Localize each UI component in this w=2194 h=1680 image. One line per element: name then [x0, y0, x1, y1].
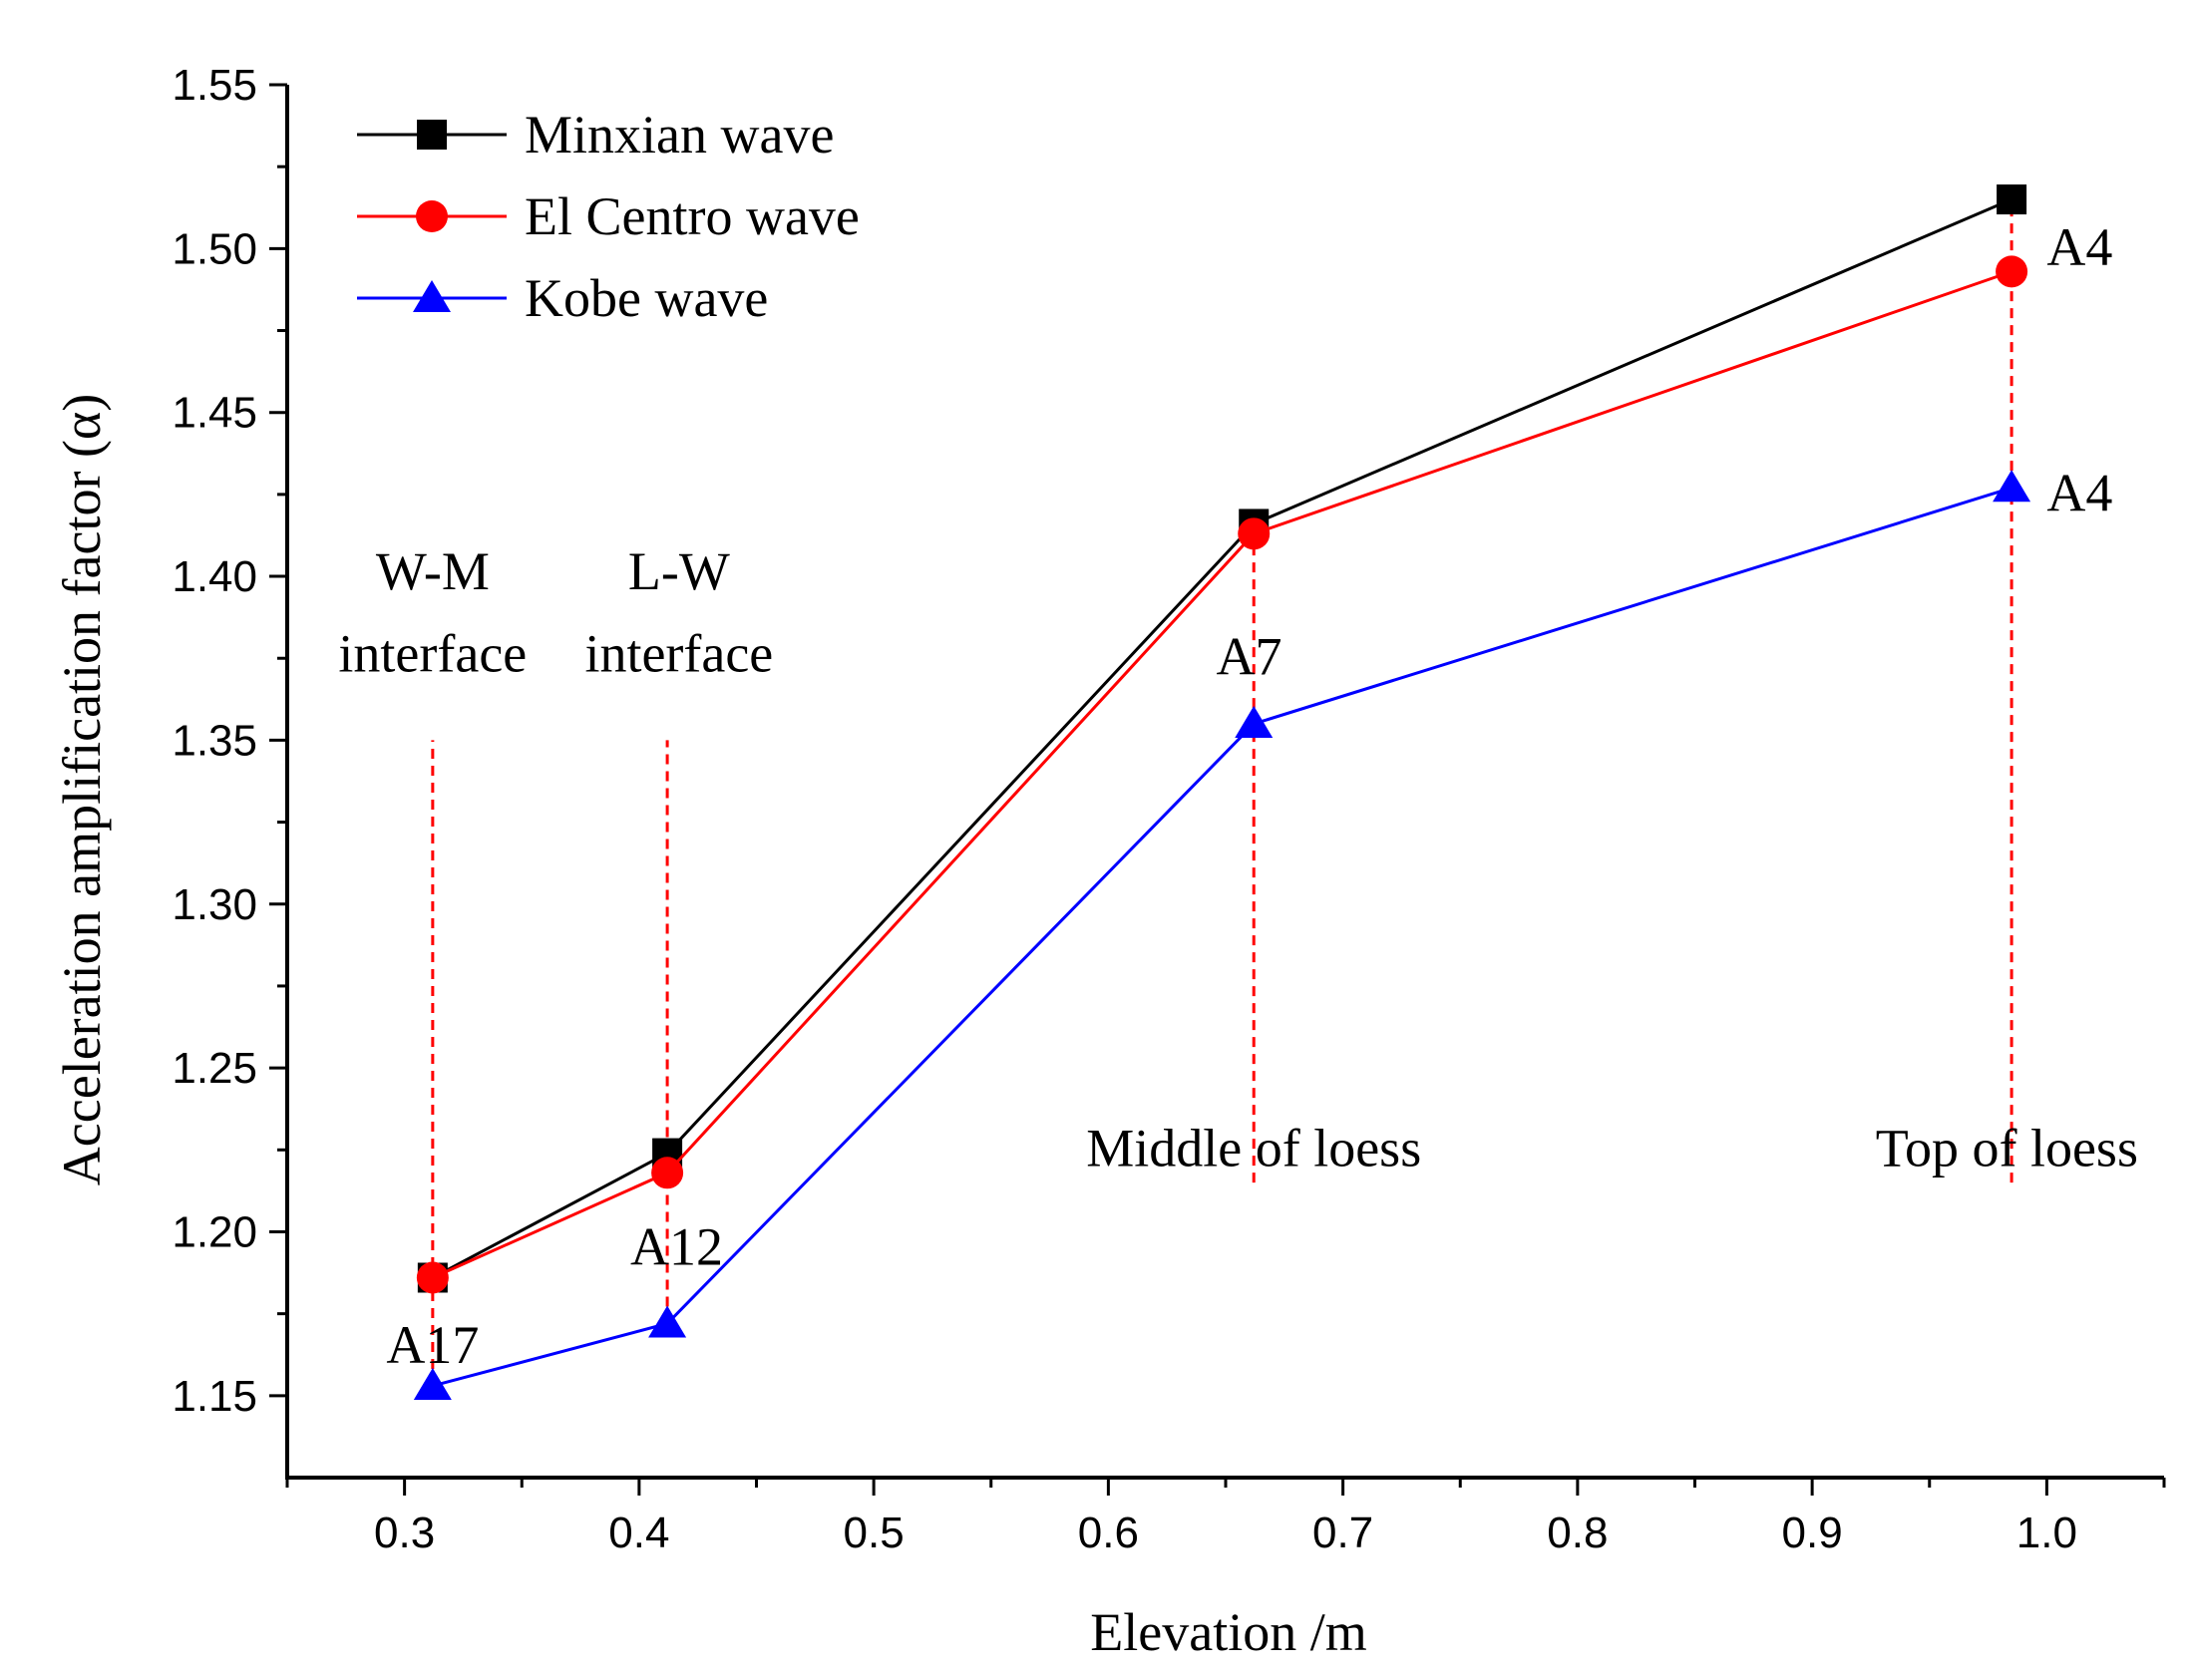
series-line — [432, 197, 2012, 1279]
legend-label: El Centro wave — [525, 186, 860, 246]
y-tick-label: 1.30 — [172, 880, 257, 929]
y-tick-label: 1.25 — [172, 1044, 257, 1093]
legend-marker — [413, 280, 451, 312]
annotation-label: A12 — [630, 1216, 723, 1276]
annotation-label: L-W — [628, 541, 730, 601]
legend-item: El Centro wave — [357, 186, 860, 246]
x-tick-label: 0.8 — [1547, 1509, 1608, 1557]
x-axis-title: Elevation /m — [1090, 1602, 1366, 1662]
data-point — [413, 1367, 452, 1400]
x-tick-label: 0.9 — [1782, 1509, 1843, 1557]
series — [413, 184, 2031, 1400]
legend-marker — [416, 200, 448, 232]
y-tick-label: 1.40 — [172, 552, 257, 601]
legend-item: Minxian wave — [357, 105, 834, 165]
series-line — [432, 269, 2012, 1279]
annotation-label: Middle of loess — [1086, 1119, 1421, 1178]
data-point — [1997, 184, 2027, 215]
y-tick-label: 1.45 — [172, 389, 257, 438]
data-point — [416, 1261, 449, 1294]
annotation-label: Top of loess — [1876, 1119, 2138, 1178]
annotation-label: interface — [584, 623, 773, 683]
y-tick-label: 1.55 — [172, 61, 257, 110]
y-tick-label: 1.35 — [172, 716, 257, 765]
y-axis-title: Acceleration amplification factor (α) — [52, 394, 112, 1185]
series-kobe-wave — [413, 470, 2031, 1400]
legend-label: Minxian wave — [525, 105, 834, 165]
legend-label: Kobe wave — [525, 268, 768, 328]
legend: Minxian wave El Centro wave Kobe wave — [357, 105, 860, 328]
data-point — [651, 1157, 684, 1189]
annotations: W-M interface L-W interface A17 A12 A7 A4 A4 Midd… — [338, 217, 2138, 1375]
y-tick-label: 1.20 — [172, 1207, 257, 1256]
x-tick-label: 0.3 — [374, 1509, 435, 1557]
data-point — [1993, 470, 2031, 503]
annotation-label: A17 — [386, 1315, 479, 1375]
x-tick-label: 0.6 — [1078, 1509, 1139, 1557]
x-tick-label: 0.4 — [608, 1509, 669, 1557]
annotation-label: A7 — [1217, 627, 1282, 687]
annotation-label: A4 — [2046, 217, 2112, 277]
annotation-label: A4 — [2046, 463, 2112, 522]
data-point — [1238, 517, 1271, 550]
y-tick-label: 1.15 — [172, 1372, 257, 1421]
x-tick-label: 1.0 — [2016, 1509, 2077, 1557]
annotation-label: W-M — [376, 541, 490, 601]
data-point — [1235, 705, 1274, 738]
series-line — [432, 486, 2012, 1388]
annotation-label: interface — [338, 623, 527, 683]
legend-item: Kobe wave — [357, 268, 768, 328]
x-tick-label: 0.5 — [844, 1509, 905, 1557]
y-tick-label: 1.50 — [172, 224, 257, 273]
guide-lines — [431, 199, 2013, 1386]
data-point — [1996, 255, 2028, 288]
data-point — [648, 1305, 687, 1338]
legend-marker — [417, 120, 447, 150]
series-el-centro-wave — [416, 255, 2028, 1294]
x-tick-label: 0.7 — [1312, 1509, 1373, 1557]
axes: 1.15 1.20 1.25 1.30 1.35 1.40 1.45 1.50 1.55 0.3 0… — [172, 61, 2166, 1557]
